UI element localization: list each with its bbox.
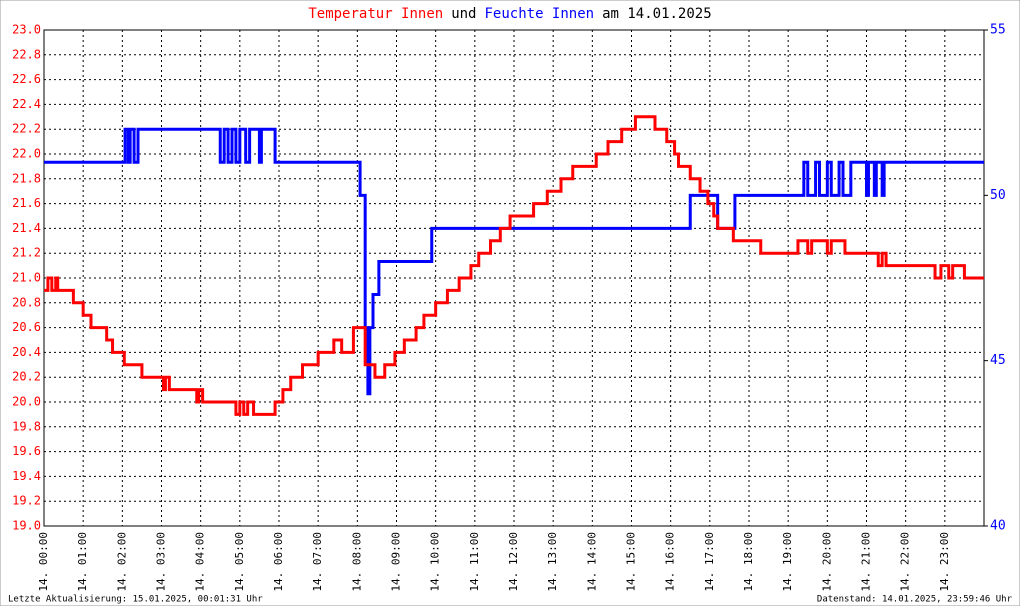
y-tick-label: 19.6 [12,444,41,458]
y-tick-label: 19.8 [12,419,41,433]
y-tick-label: 21.0 [12,271,41,285]
footer-right: Datenstand: 14.01.2025, 23:59:46 Uhr [817,595,1013,605]
x-tick-label: 14. 03:00 [155,532,168,592]
x-tick-label: 14. 18:00 [742,532,755,592]
x-tick-label: 14. 07:00 [311,532,324,592]
y-tick-label: 23.0 [12,23,41,37]
y-tick-label: 22.8 [12,47,41,61]
y-tick-label: 20.0 [12,395,41,409]
y-tick-label: 20.4 [12,345,41,359]
x-tick-label: 14. 10:00 [429,532,442,592]
y-tick-label: 22.6 [12,72,41,86]
title-part: Temperatur Innen [308,6,443,22]
y-tick-label: 21.8 [12,171,41,185]
y-tick-label: 20.2 [12,370,41,384]
y2-tick-label: 55 [990,23,1006,38]
y2-tick-label: 50 [990,188,1006,203]
x-tick-label: 14. 05:00 [233,532,246,592]
x-tick-label: 14. 00:00 [37,532,50,592]
y-tick-label: 20.8 [12,295,41,309]
x-tick-label: 14. 22:00 [899,532,912,592]
y-tick-label: 21.2 [12,246,41,260]
title-part: am 14.01.2025 [602,6,712,22]
footer-left: Letzte Aktualisierung: 15.01.2025, 00:01… [8,595,263,605]
x-tick-label: 14. 21:00 [860,532,873,592]
y-tick-label: 21.4 [12,221,41,235]
x-tick-label: 14. 04:00 [194,532,207,592]
x-tick-label: 14. 14:00 [585,532,598,592]
x-tick-label: 14. 15:00 [625,532,638,592]
x-tick-label: 14. 11:00 [468,532,481,592]
x-tick-label: 14. 01:00 [76,532,89,592]
y-tick-label: 22.4 [12,97,41,111]
series-line [44,127,984,396]
x-tick-label: 14. 16:00 [664,532,677,592]
y2-tick-label: 40 [990,519,1006,534]
x-tick-label: 14. 02:00 [115,532,128,592]
series-line [44,115,984,416]
title-part: Feuchte Innen [485,6,595,22]
x-tick-label: 14. 23:00 [938,532,951,592]
x-tick-label: 14. 17:00 [703,532,716,592]
y-tick-label: 20.6 [12,320,41,334]
x-tick-label: 14. 06:00 [272,532,285,592]
y-tick-label: 21.6 [12,196,41,210]
x-tick-label: 14. 12:00 [507,532,520,592]
y-tick-label: 19.0 [12,519,41,533]
x-tick-label: 14. 13:00 [546,532,559,592]
y-tick-label: 22.2 [12,122,41,136]
y-tick-label: 19.4 [12,469,41,483]
y-tick-label: 19.2 [12,494,41,508]
title-part: und [451,6,476,22]
x-tick-label: 14. 08:00 [350,532,363,592]
chart-title: Temperatur Innen und Feuchte Innen am 14.01… [308,6,711,22]
x-tick-label: 14. 09:00 [390,532,403,592]
x-tick-label: 14. 20:00 [820,532,833,592]
x-tick-label: 14. 19:00 [781,532,794,592]
y-tick-label: 22.0 [12,147,41,161]
y2-tick-label: 45 [990,353,1006,368]
